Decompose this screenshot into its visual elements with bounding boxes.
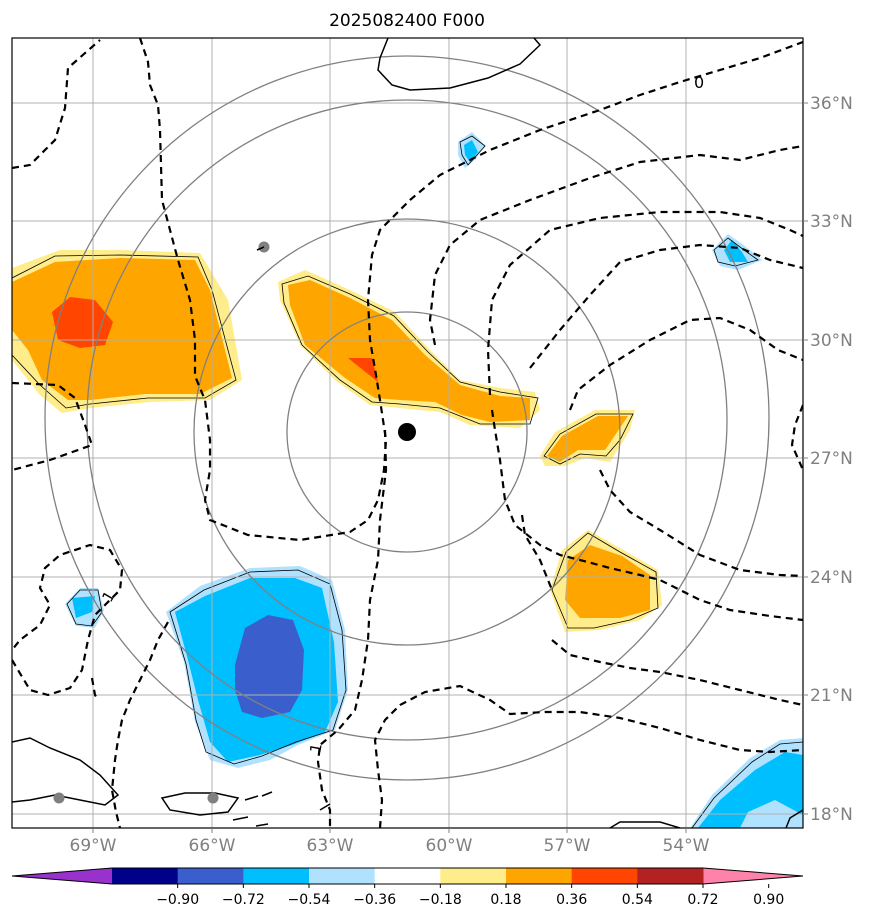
colorbar-segment xyxy=(243,868,310,884)
y-tick-label: 30°N xyxy=(810,331,853,351)
coastlines xyxy=(12,38,803,828)
y-tick-label: 21°N xyxy=(810,686,853,706)
x-tick-label: 63°W xyxy=(307,836,354,856)
y-tick-label: 24°N xyxy=(810,568,853,588)
map-area: 0 1 1 xyxy=(12,38,803,828)
colorbar-segment xyxy=(177,868,244,884)
fill-orange-west xyxy=(12,258,232,400)
fill-cyan-west xyxy=(72,596,95,618)
contour-label-1b: 1 xyxy=(306,742,325,755)
colorbar-tick-label: −0.90 xyxy=(156,892,199,908)
colorbar-tick-label: −0.18 xyxy=(419,892,462,908)
colorbar-tick-label: −0.36 xyxy=(353,892,396,908)
chart-title: 2025082400 F000 xyxy=(329,11,485,31)
y-tick-label: 36°N xyxy=(810,94,853,114)
contour-label-0: 0 xyxy=(694,73,704,92)
colorbar-tick-label: 0.90 xyxy=(753,892,784,908)
colorbar: −0.90 −0.72 −0.54 −0.36 −0.18 0.18 0.36 0.54 0.7… xyxy=(11,867,804,908)
city-marker xyxy=(53,792,65,804)
colorbar-segment xyxy=(374,868,441,884)
colorbar-tick-label: 0.54 xyxy=(622,892,653,908)
colorbar-segment xyxy=(637,868,704,884)
fill-royalblue-south xyxy=(235,615,304,718)
map-frame xyxy=(11,37,804,829)
colorbar-tick-label: −0.54 xyxy=(288,892,331,908)
colorbar-extend-low xyxy=(12,868,112,884)
colorbar-tick-label: 0.72 xyxy=(687,892,718,908)
colorbar-extend-high xyxy=(703,868,803,884)
x-tick-label: 69°W xyxy=(70,836,117,856)
fill-cyan-north xyxy=(464,140,478,162)
thin-contours xyxy=(12,135,803,828)
x-tick-labels: 69°W 66°W 63°W 60°W 57°W 54°W xyxy=(70,836,710,856)
colorbar-tick-label: 0.18 xyxy=(490,892,521,908)
y-tick-label: 27°N xyxy=(810,449,853,469)
fill-orange-east xyxy=(565,545,650,618)
colorbar-segment xyxy=(440,868,507,884)
x-tick-label: 66°W xyxy=(189,836,236,856)
storm-center-marker xyxy=(398,423,416,441)
x-tick-label: 57°W xyxy=(544,836,591,856)
colorbar-segment xyxy=(112,868,179,884)
range-rings xyxy=(44,55,770,781)
colorbar-tick-label: −0.72 xyxy=(222,892,265,908)
fill-red-center xyxy=(348,358,378,382)
fill-red-west xyxy=(52,297,113,348)
colorbar-segment xyxy=(506,868,573,884)
x-tick-label: 54°W xyxy=(663,836,710,856)
fill-orange-center xyxy=(288,280,530,422)
y-tick-label: 18°N xyxy=(810,805,853,825)
fill-cyan-se xyxy=(698,752,803,828)
axis-tick-marks xyxy=(92,102,808,833)
negative-anomaly-fills xyxy=(65,132,803,828)
gridlines xyxy=(12,38,803,828)
y-tick-labels: 36°N 33°N 30°N 27°N 24°N 21°N 18°N xyxy=(810,94,853,825)
dashed-contours xyxy=(12,38,803,828)
y-tick-label: 33°N xyxy=(810,212,853,232)
x-tick-label: 60°W xyxy=(426,836,473,856)
colorbar-segment xyxy=(571,868,638,884)
colorbar-tick-label: 0.36 xyxy=(556,892,587,908)
city-marker xyxy=(207,792,219,804)
fill-cyan-ne xyxy=(724,240,748,262)
colorbar-outline xyxy=(11,867,804,885)
colorbar-segment xyxy=(309,868,376,884)
city-marker-stroke xyxy=(256,246,265,251)
